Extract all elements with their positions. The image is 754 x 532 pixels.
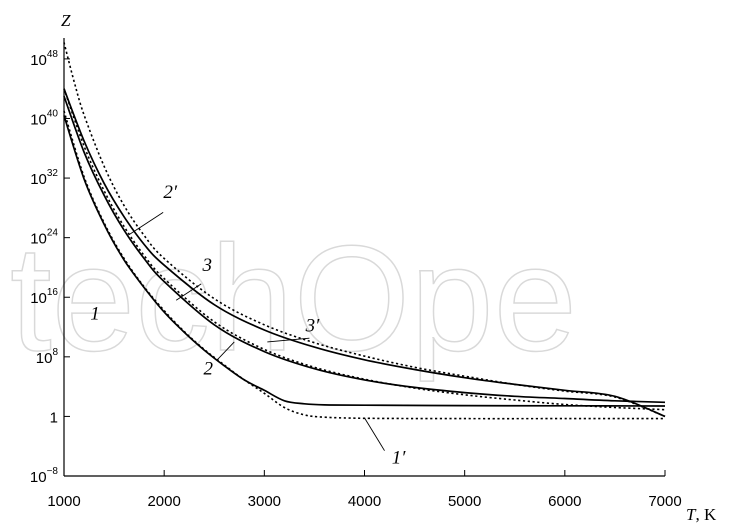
y-tick-label: 10−8 — [30, 466, 59, 486]
axes — [63, 38, 666, 477]
curve-annotations: 1 1′ 2 2′ 3 3′ — [90, 182, 406, 468]
x-axis-label-var: T — [686, 505, 697, 524]
y-axis-label: Z — [61, 11, 71, 30]
annotation-leader-line — [175, 283, 202, 301]
x-tick-label: 5000 — [448, 493, 481, 510]
x-axis-label: T, K — [686, 505, 717, 524]
x-tick-label: 2000 — [147, 493, 180, 510]
annotation-leader-line — [364, 417, 385, 451]
series-line-dotted-3prime — [63, 42, 666, 418]
y-tick-label: 1040 — [30, 108, 58, 128]
annotation-leader-line — [128, 211, 164, 236]
x-tick-label: 1000 — [47, 493, 80, 510]
x-axis-label-unit: , K — [695, 505, 717, 524]
curve-label: 2 — [203, 359, 213, 380]
series-line-solid-2 — [63, 95, 666, 404]
y-tick-label: 1048 — [30, 49, 58, 69]
watermark: techOpe — [10, 214, 577, 382]
y-tick-label: 108 — [36, 347, 59, 367]
x-tick-label: 6000 — [548, 493, 581, 510]
y-tick-label: 1024 — [30, 228, 58, 248]
y-tick-label: 1 — [50, 409, 58, 426]
tick-labels: 1000 2000 3000 4000 5000 6000 7000 10−8 1 108 1016… — [30, 49, 682, 510]
x-tick-label: 3000 — [248, 493, 281, 510]
y-tick-label: 1016 — [30, 287, 58, 307]
y-tick-label: 1032 — [30, 168, 58, 188]
series-lines — [63, 42, 666, 420]
curve-label: 3′ — [305, 316, 321, 337]
curve-label: 1 — [90, 304, 100, 325]
series-line-dotted-2prime — [63, 88, 666, 411]
curve-label: 3 — [201, 255, 212, 276]
annotation-leader-line — [216, 341, 235, 361]
x-tick-label: 4000 — [348, 493, 381, 510]
annotation-leader-line — [267, 337, 310, 343]
series-line-dotted-1prime — [63, 110, 665, 420]
x-tick-label: 7000 — [648, 493, 681, 510]
curve-label: 2′ — [163, 182, 178, 203]
curve-label: 1′ — [392, 447, 407, 468]
